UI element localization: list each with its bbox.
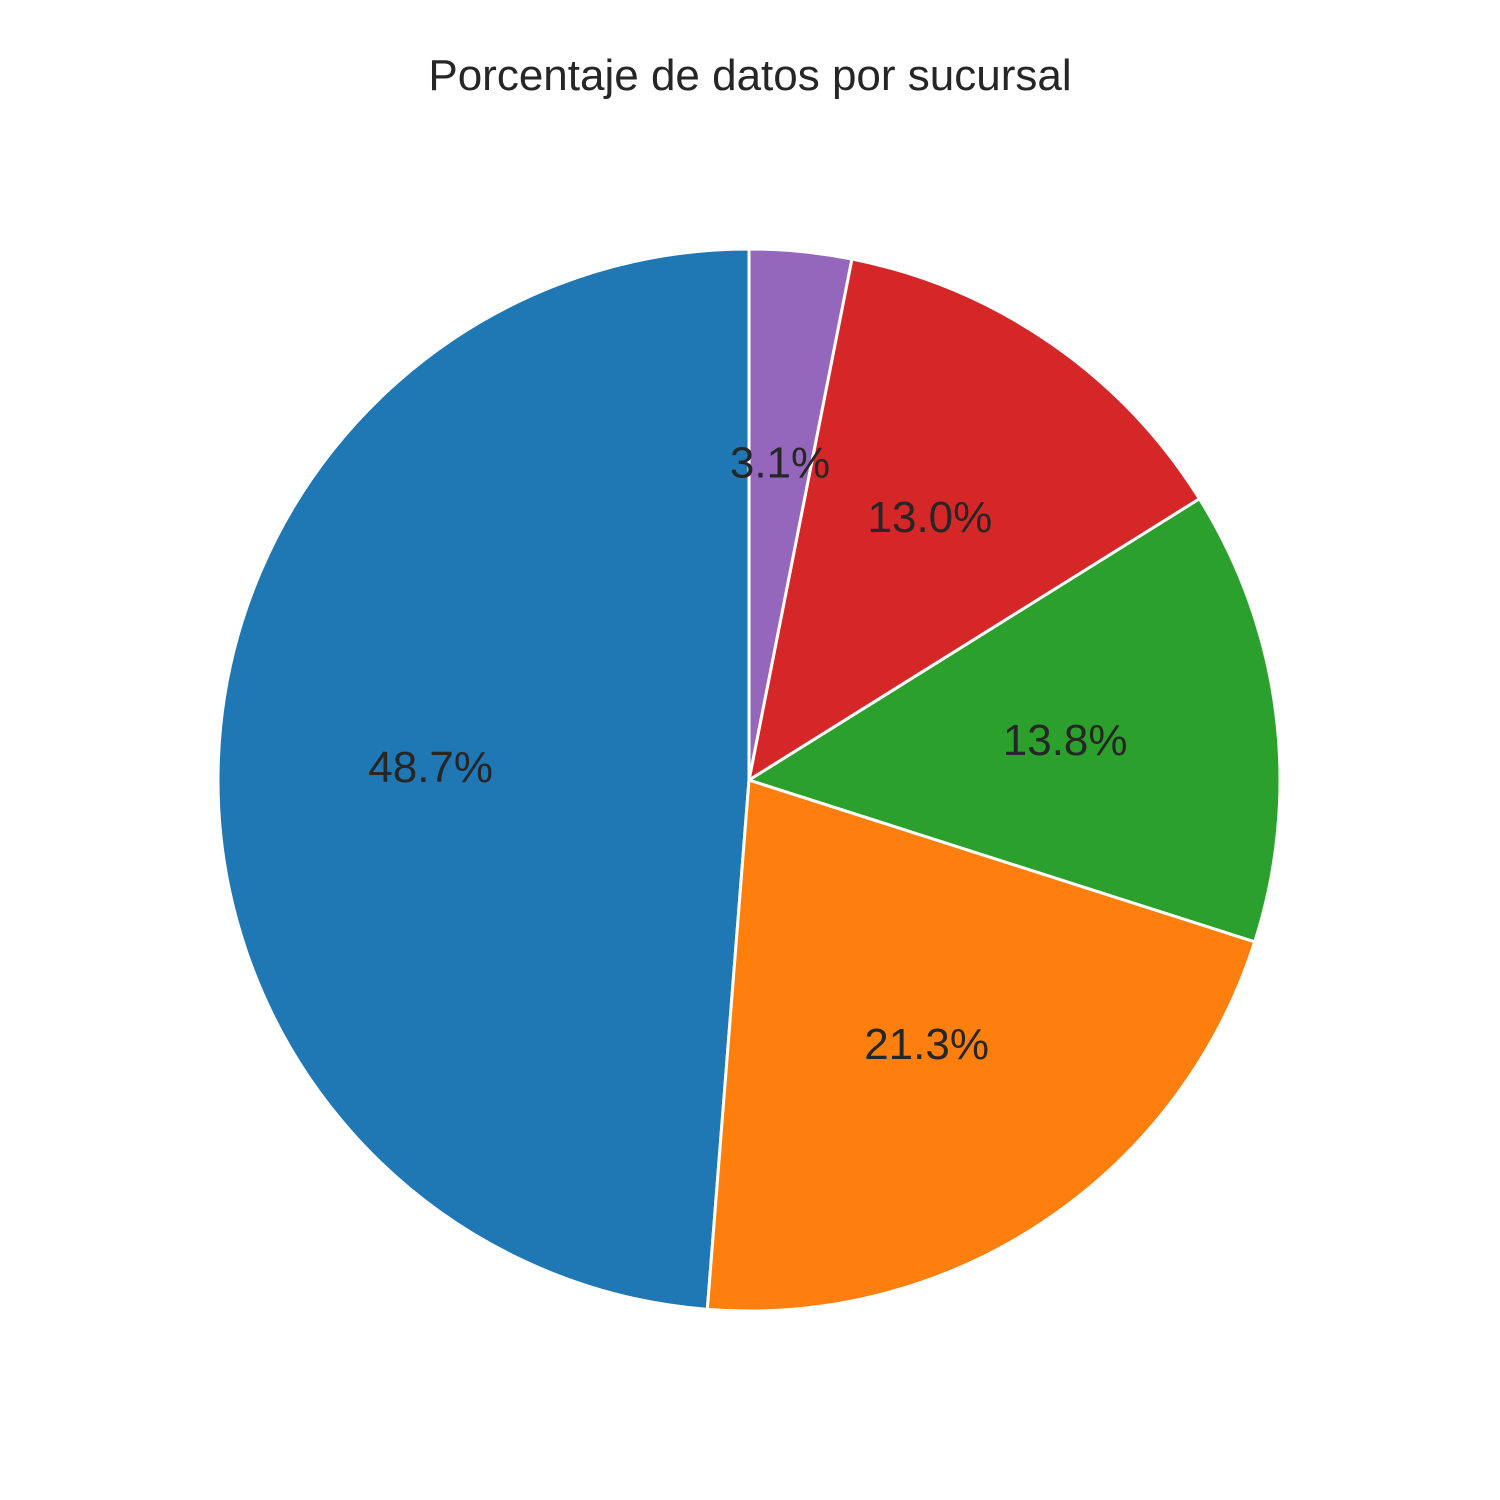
- pie-slice-1: [705, 778, 1257, 1313]
- pie-slices: [216, 247, 1282, 1313]
- pie-slice-label-0: 48.7%: [368, 743, 493, 792]
- pie-slice-label-4: 3.1%: [730, 438, 830, 487]
- pie-slice-label-3: 13.0%: [868, 493, 993, 542]
- pie-slice-0: [216, 247, 751, 1311]
- pie-slice-4: [747, 247, 854, 782]
- pie-slice-2: [747, 497, 1282, 944]
- pie-slice-label-2: 13.8%: [1003, 716, 1128, 765]
- pie-slice-3: [747, 257, 1201, 782]
- pie-slice-labels: 48.7% 21.3% 13.8% 13.0% 3.1%: [368, 438, 1127, 1069]
- chart-title: Porcentaje de datos por sucursal: [428, 51, 1072, 100]
- pie-slice-label-1: 21.3%: [864, 1020, 989, 1069]
